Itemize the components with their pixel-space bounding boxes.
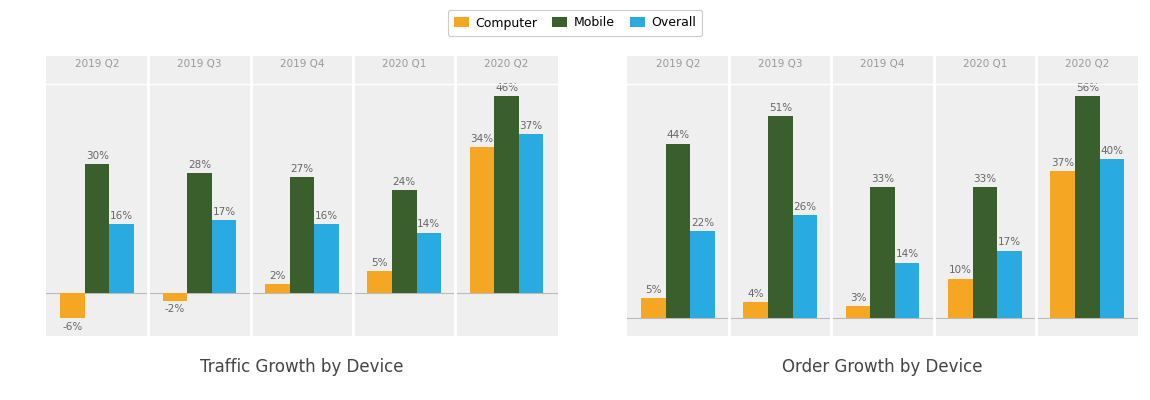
Text: 5%: 5% bbox=[645, 285, 661, 295]
Bar bbox=[1050, 171, 1075, 318]
Text: 17%: 17% bbox=[213, 206, 236, 216]
Text: 2020 Q2: 2020 Q2 bbox=[484, 59, 529, 69]
Bar bbox=[85, 164, 109, 292]
Bar bbox=[212, 220, 237, 292]
Text: 10%: 10% bbox=[949, 265, 972, 275]
Bar bbox=[60, 292, 85, 318]
Text: 2019 Q3: 2019 Q3 bbox=[177, 59, 222, 69]
Text: 16%: 16% bbox=[315, 211, 338, 221]
Text: 2019 Q3: 2019 Q3 bbox=[758, 59, 803, 69]
Bar bbox=[895, 263, 920, 318]
Text: 3%: 3% bbox=[850, 293, 866, 303]
Text: 2%: 2% bbox=[269, 271, 285, 281]
Text: 2020 Q2: 2020 Q2 bbox=[1065, 59, 1110, 69]
Text: 2019 Q2: 2019 Q2 bbox=[75, 59, 120, 69]
Bar bbox=[187, 173, 212, 292]
Bar bbox=[792, 215, 818, 318]
Bar bbox=[109, 224, 135, 292]
Text: 44%: 44% bbox=[666, 130, 690, 140]
Text: 14%: 14% bbox=[896, 249, 919, 259]
Bar bbox=[290, 177, 314, 292]
Bar bbox=[162, 292, 187, 301]
Text: 28%: 28% bbox=[187, 160, 212, 170]
Text: -2%: -2% bbox=[164, 304, 185, 314]
Text: -6%: -6% bbox=[62, 322, 83, 332]
Text: 17%: 17% bbox=[998, 238, 1021, 248]
Bar bbox=[997, 251, 1022, 318]
Legend: Computer, Mobile, Overall: Computer, Mobile, Overall bbox=[448, 10, 702, 36]
Text: 40%: 40% bbox=[1101, 146, 1124, 156]
Text: 2020 Q1: 2020 Q1 bbox=[963, 59, 1007, 69]
Text: 46%: 46% bbox=[494, 83, 519, 93]
Text: 33%: 33% bbox=[973, 174, 997, 184]
Text: 24%: 24% bbox=[392, 177, 416, 187]
Bar bbox=[871, 187, 895, 318]
Bar bbox=[469, 147, 494, 292]
Bar bbox=[845, 306, 871, 318]
Text: 37%: 37% bbox=[1051, 158, 1074, 168]
Text: 30%: 30% bbox=[85, 151, 108, 161]
Bar bbox=[1099, 160, 1125, 318]
Bar bbox=[494, 96, 519, 292]
Bar bbox=[666, 144, 690, 318]
Bar bbox=[973, 187, 997, 318]
Text: 14%: 14% bbox=[417, 220, 440, 230]
Bar bbox=[264, 284, 290, 292]
Text: 26%: 26% bbox=[793, 202, 816, 212]
Text: 33%: 33% bbox=[871, 174, 895, 184]
Bar bbox=[392, 190, 416, 292]
Text: 2019 Q4: 2019 Q4 bbox=[860, 59, 905, 69]
Bar bbox=[367, 271, 392, 292]
Bar bbox=[1075, 96, 1099, 318]
Text: 2019 Q2: 2019 Q2 bbox=[656, 59, 700, 69]
Bar bbox=[948, 278, 973, 318]
Bar bbox=[743, 302, 768, 318]
Bar bbox=[519, 134, 544, 292]
Bar bbox=[314, 224, 339, 292]
Bar bbox=[416, 233, 442, 292]
Text: 37%: 37% bbox=[520, 121, 543, 131]
Text: Traffic Growth by Device: Traffic Growth by Device bbox=[200, 358, 404, 376]
Text: 56%: 56% bbox=[1075, 83, 1099, 93]
Bar bbox=[641, 298, 666, 318]
Text: 27%: 27% bbox=[290, 164, 314, 174]
Text: 5%: 5% bbox=[371, 258, 388, 268]
Bar bbox=[768, 116, 792, 318]
Text: 34%: 34% bbox=[470, 134, 493, 144]
Text: 22%: 22% bbox=[691, 218, 714, 228]
Text: 16%: 16% bbox=[110, 211, 133, 221]
Bar bbox=[690, 231, 715, 318]
Text: 4%: 4% bbox=[748, 289, 764, 299]
Text: 51%: 51% bbox=[768, 102, 792, 112]
Text: Order Growth by Device: Order Growth by Device bbox=[782, 358, 983, 376]
Text: 2020 Q1: 2020 Q1 bbox=[382, 59, 427, 69]
Text: 2019 Q4: 2019 Q4 bbox=[279, 59, 324, 69]
